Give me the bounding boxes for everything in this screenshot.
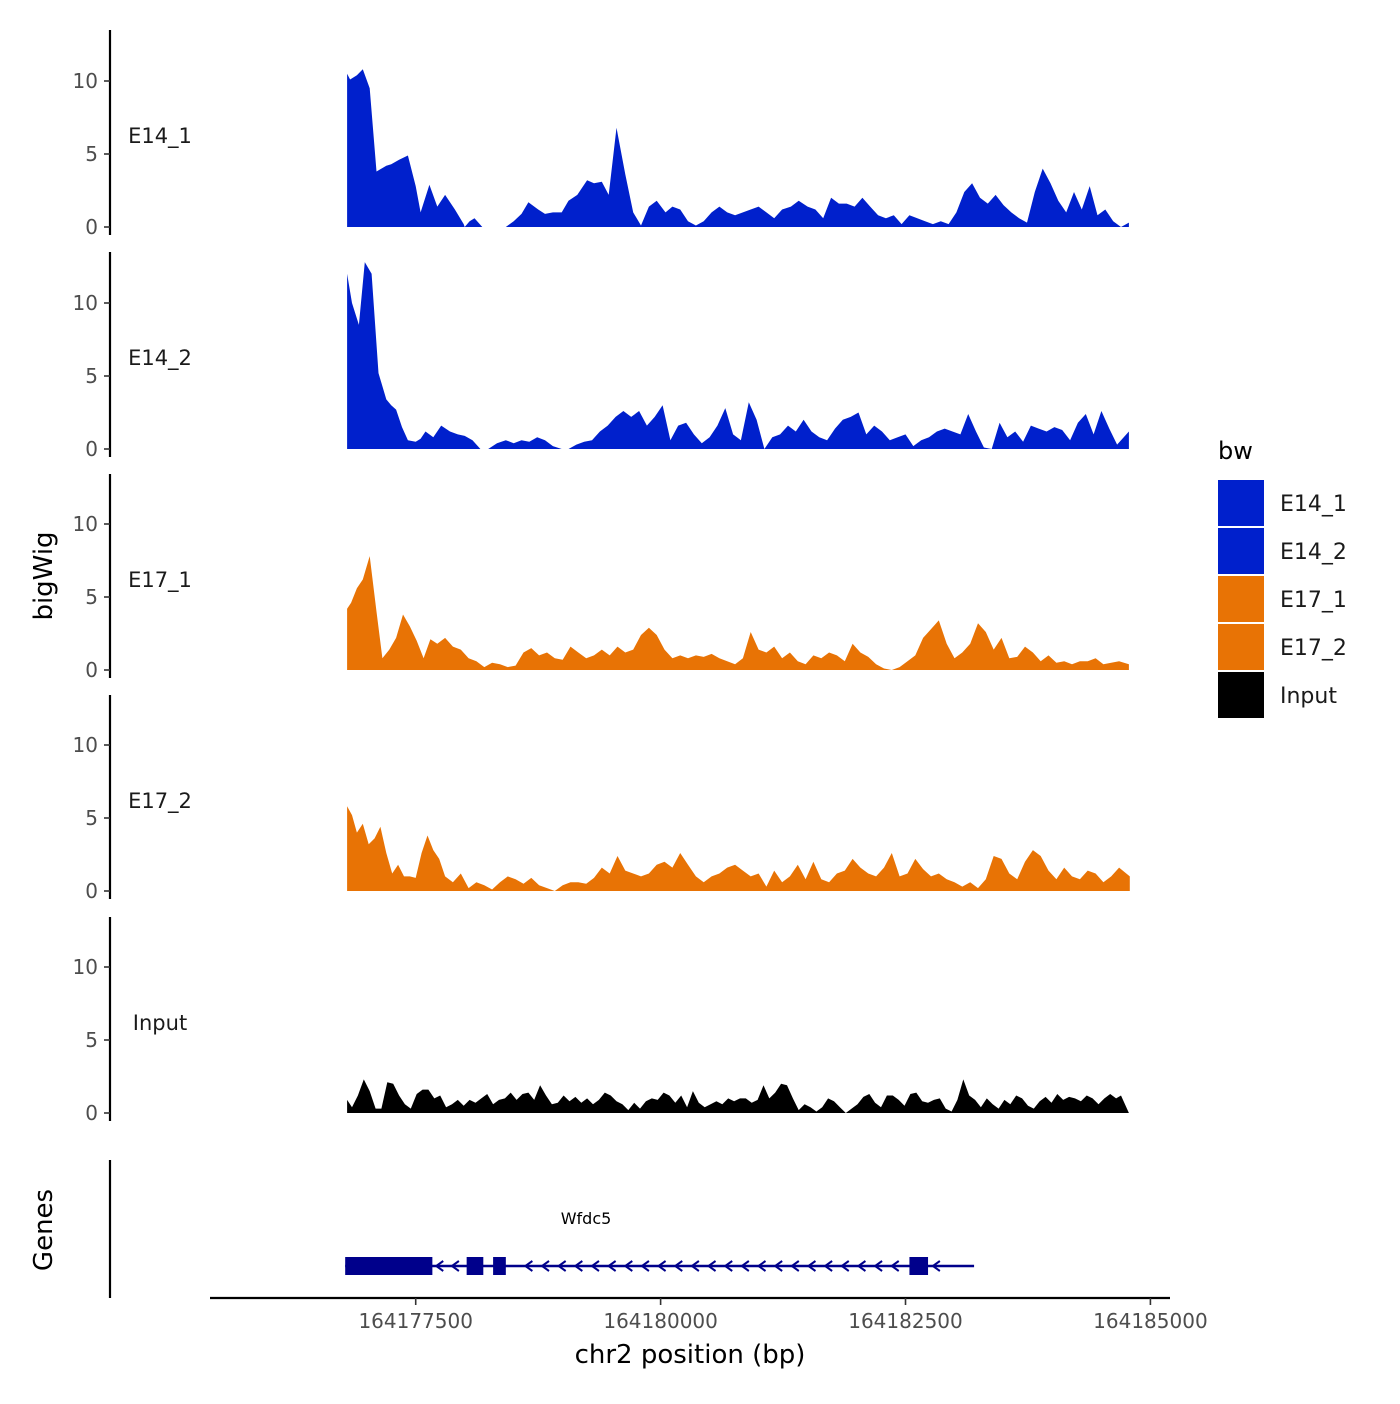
y-tick-label: 0 — [85, 215, 98, 239]
x-tick-label: 164185000 — [1093, 1309, 1208, 1333]
strand-arrow — [856, 1260, 867, 1272]
track-label: E14_2 — [128, 346, 192, 371]
genes-axis-title: Genes — [29, 1189, 59, 1271]
y-tick-label: 10 — [73, 512, 98, 536]
strand-arrow — [556, 1260, 567, 1272]
track-e14-1: 0 5 10 E14_1 — [73, 30, 1129, 239]
y-tick-label: 5 — [85, 1028, 98, 1052]
track-e17-2: 0 5 10 E17_2 — [73, 695, 1130, 903]
strand-arrow — [573, 1260, 583, 1272]
gene-name-label: Wfdc5 — [561, 1209, 612, 1228]
legend: bw E14_1 E14_2 E17_1 E17_2 Input — [1218, 437, 1347, 718]
track-label: E14_1 — [128, 124, 192, 149]
y-tick-label: 5 — [85, 142, 98, 166]
y-axis-title: bigWig — [29, 531, 59, 620]
x-tick-label: 164180000 — [603, 1309, 718, 1333]
strand-arrow — [540, 1260, 550, 1272]
legend-label: E17_1 — [1280, 588, 1347, 613]
strand-arrow — [673, 1260, 683, 1272]
legend-label: Input — [1280, 684, 1337, 709]
track-e17-1: 0 5 10 E17_1 — [73, 474, 1129, 682]
x-tick-label: 164177500 — [358, 1309, 473, 1333]
strand-arrow — [690, 1260, 700, 1272]
strand-arrow — [756, 1260, 767, 1272]
gene-track: Wfdc5 — [108, 1160, 975, 1298]
x-axis-title: chr2 position (bp) — [575, 1340, 806, 1370]
track-label: E17_2 — [128, 789, 192, 814]
y-tick-label: 10 — [73, 69, 98, 93]
area-input — [347, 1079, 1129, 1113]
legend-swatch — [1218, 576, 1264, 622]
strand-arrow — [640, 1260, 650, 1272]
strand-arrow — [840, 1260, 850, 1272]
area-e14-1 — [347, 69, 1129, 227]
strand-arrow — [434, 1260, 444, 1272]
y-tick-label: 5 — [85, 364, 98, 388]
strand-arrow — [706, 1260, 717, 1272]
x-tick-label: 164182500 — [848, 1309, 963, 1333]
gene-exon — [909, 1257, 929, 1275]
legend-swatch — [1218, 624, 1264, 670]
strand-arrow — [723, 1260, 733, 1272]
area-e14-2 — [347, 262, 1129, 449]
track-label: E17_1 — [128, 568, 192, 593]
strand-arrow — [823, 1260, 833, 1272]
strand-arrow — [873, 1260, 883, 1272]
legend-label: E14_2 — [1280, 540, 1347, 565]
y-tick-label: 0 — [85, 879, 98, 903]
strand-arrow — [931, 1260, 941, 1272]
strand-arrow — [450, 1260, 460, 1272]
area-e17-1 — [347, 556, 1129, 670]
area-e17-2 — [347, 806, 1130, 891]
strand-arrow — [656, 1260, 667, 1272]
legend-label: E17_2 — [1280, 636, 1347, 661]
tracks-layer: 0 5 10 E14_1 0 5 10 E14_2 0 5 10 E17_1 0 5 10 E17_2 0 5 10… — [73, 30, 1130, 1125]
gene-exon — [466, 1257, 484, 1275]
x-axis: 164177500 164180000 164182500 164185000 — [210, 1296, 1208, 1333]
strand-arrow — [623, 1260, 633, 1272]
y-tick-label: 0 — [85, 658, 98, 682]
strand-arrow — [523, 1260, 533, 1272]
strand-arrow — [590, 1260, 600, 1272]
y-tick-label: 10 — [73, 733, 98, 757]
y-tick-label: 0 — [85, 1101, 98, 1125]
legend-label: E14_1 — [1280, 492, 1347, 517]
strand-arrow — [606, 1260, 617, 1272]
legend-swatch — [1218, 480, 1264, 526]
gene-exon — [493, 1257, 506, 1275]
strand-arrow — [740, 1260, 750, 1272]
y-tick-label: 0 — [85, 437, 98, 461]
legend-title: bw — [1218, 437, 1253, 465]
legend-swatch — [1218, 528, 1264, 574]
gene-exon — [345, 1257, 433, 1275]
strand-arrow — [806, 1260, 817, 1272]
strand-arrow — [890, 1260, 900, 1272]
strand-arrow — [790, 1260, 800, 1272]
y-tick-label: 5 — [85, 806, 98, 830]
strand-arrow — [773, 1260, 783, 1272]
track-label: Input — [133, 1011, 187, 1035]
track-input: 0 5 10 Input — [73, 917, 1129, 1125]
legend-swatch — [1218, 672, 1264, 718]
y-tick-label: 10 — [73, 955, 98, 979]
y-tick-label: 5 — [85, 585, 98, 609]
y-tick-label: 10 — [73, 291, 98, 315]
track-e14-2: 0 5 10 E14_2 — [73, 252, 1129, 461]
